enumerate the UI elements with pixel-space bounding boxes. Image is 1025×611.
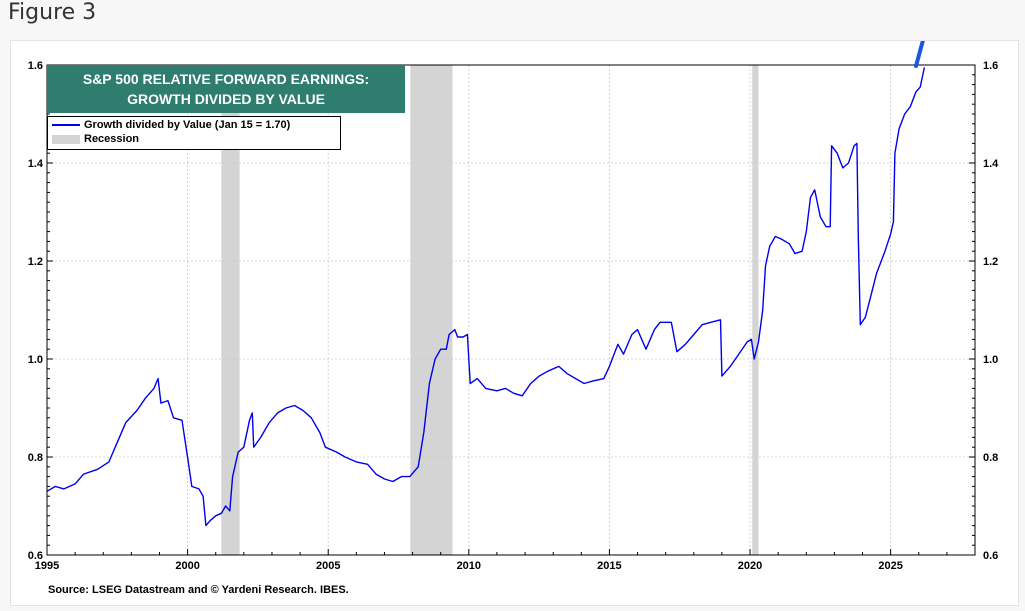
series-layer	[46, 67, 926, 527]
source-note: Source: LSEG Datastream and © Yardeni Re…	[48, 584, 349, 596]
y-tick-label-left: 0.6	[28, 550, 43, 562]
x-tick-label: 2010	[457, 560, 481, 572]
y-tick-label-right: 1.6	[983, 60, 998, 72]
chart-title-line-1: S&P 500 RELATIVE FORWARD EARNINGS:	[82, 71, 370, 87]
tick-labels: 1995 2000 2005 2010 2015 2020 2025 0.6 0.6 0.8 0.8…	[28, 60, 999, 572]
series-swatch	[52, 124, 80, 127]
y-tick-label-left: 1.6	[28, 60, 43, 72]
legend: Growth divided by Value (Jan 15 = 1.70) …	[47, 116, 341, 150]
chart-title-line-2: GROWTH DIVIDED BY VALUE	[127, 91, 325, 107]
y-tick-label-right: 1.4	[983, 158, 999, 170]
y-tick-label-left: 1.0	[28, 354, 43, 366]
recession-band	[752, 65, 759, 555]
recession-band	[410, 65, 453, 555]
x-tick-label: 2015	[597, 560, 621, 572]
y-tick-label-right: 0.6	[983, 550, 998, 562]
legend-item-series: Growth divided by Value (Jan 15 = 1.70)	[52, 119, 290, 133]
x-tick-label: 2025	[878, 560, 902, 572]
legend-item-recession: Recession	[52, 133, 139, 147]
series-line	[46, 67, 926, 527]
y-tick-label-left: 1.2	[28, 256, 43, 268]
figure-title: Figure 3	[8, 0, 97, 25]
y-tick-label-right: 0.8	[983, 452, 998, 464]
recession-band	[221, 65, 240, 555]
y-tick-label-left: 1.4	[28, 158, 44, 170]
y-tick-label-left: 0.8	[28, 452, 43, 464]
legend-series-label: Growth divided by Value (Jan 15 = 1.70)	[84, 119, 291, 131]
chart-title-box: S&P 500 RELATIVE FORWARD EARNINGS: GROWT…	[47, 65, 405, 113]
x-tick-label: 1995	[35, 560, 59, 572]
callout-arrow	[914, 41, 925, 68]
x-tick-label: 2020	[738, 560, 762, 572]
chart-panel: 1995 2000 2005 2010 2015 2020 2025 0.6 0.6 0.8 0.8…	[10, 40, 1019, 606]
x-tick-label: 2000	[175, 560, 199, 572]
y-tick-label-right: 1.2	[983, 256, 998, 268]
legend-recession-label: Recession	[84, 133, 140, 145]
x-tick-label: 2005	[316, 560, 340, 572]
recession-swatch	[52, 134, 80, 144]
recession-bands	[221, 65, 759, 555]
y-tick-label-right: 1.0	[983, 354, 998, 366]
